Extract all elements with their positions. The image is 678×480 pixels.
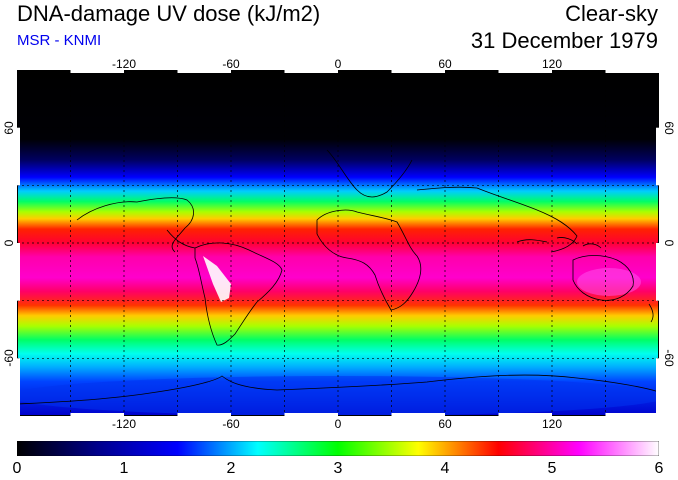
coast-antarctica [17, 374, 659, 405]
colorbar-label: 2 [226, 460, 236, 477]
colorbar-label: 5 [547, 460, 557, 477]
sky-condition-label: Clear-sky [565, 1, 658, 26]
coast-europe [326, 149, 413, 198]
date-label: 31 December 1979 [470, 28, 658, 53]
coast-africa [316, 209, 422, 311]
data-source-label: MSR - KNMI [17, 32, 102, 49]
lon-tick-top: -120 [111, 57, 137, 71]
lat-tick-right: 0 [662, 239, 676, 247]
lon-tick-top: -60 [222, 57, 240, 71]
coastlines [17, 149, 659, 405]
coast-north-america [76, 197, 194, 253]
uv-dose-map [17, 70, 659, 416]
colorbar-label: 6 [654, 460, 664, 477]
lon-tick-top: 60 [438, 57, 452, 71]
lon-tick-bottom: -120 [111, 417, 137, 431]
colorbar-label: 4 [440, 460, 450, 477]
colorbar [17, 441, 659, 456]
map-title: DNA-damage UV dose (kJ/m2) [17, 1, 321, 26]
graticule [17, 70, 659, 416]
australia-high-dose-patch [577, 268, 641, 296]
lat-tick-left: -60 [2, 349, 16, 367]
coast-indonesia [516, 237, 602, 249]
lon-tick-bottom: 60 [438, 417, 452, 431]
map-frame [17, 70, 659, 416]
andes-high-dose-patch [203, 256, 231, 302]
colorbar-label: 1 [119, 460, 129, 477]
lat-tick-right: -60 [662, 349, 676, 367]
coast-new-zealand [648, 303, 654, 323]
coast-central-america [166, 229, 196, 249]
lon-tick-top: 120 [541, 57, 563, 71]
lon-tick-bottom: 120 [541, 417, 563, 431]
coast-south-america [194, 242, 283, 346]
coast-asia [416, 186, 578, 253]
lon-tick-bottom: 0 [334, 417, 342, 431]
colorbar-label: 0 [12, 460, 22, 477]
lat-tick-left: 60 [2, 121, 16, 135]
lat-tick-right: 60 [662, 121, 676, 135]
colorbar-label: 3 [333, 460, 343, 477]
lon-tick-top: 0 [334, 57, 342, 71]
lon-tick-bottom: -60 [222, 417, 240, 431]
coast-australia [572, 255, 634, 301]
lat-tick-left: 0 [2, 239, 16, 247]
